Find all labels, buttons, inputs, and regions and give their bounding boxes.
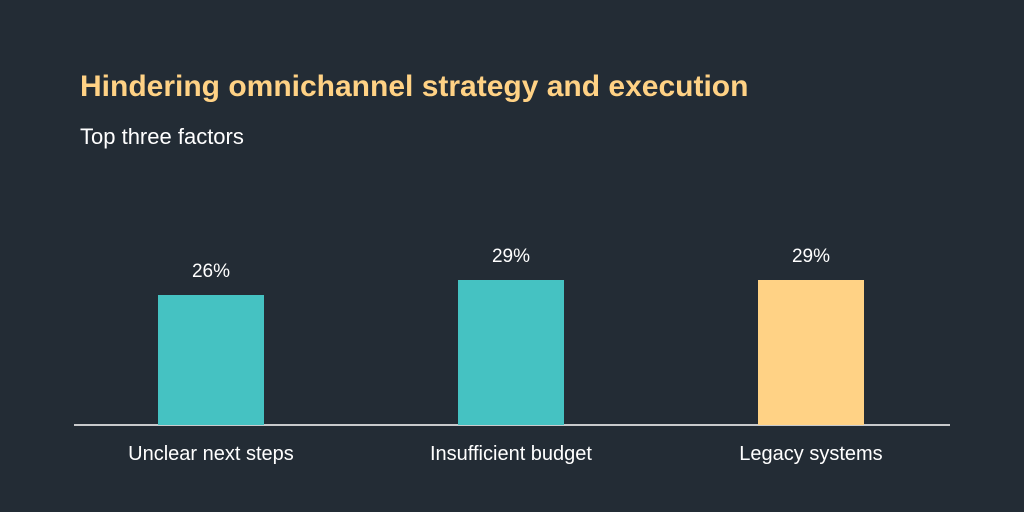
chart-title: Hindering omnichannel strategy and execu… xyxy=(80,70,749,103)
category-label-1: Insufficient budget xyxy=(430,443,592,465)
value-label-1: 29% xyxy=(492,246,530,267)
category-label-0: Unclear next steps xyxy=(128,443,294,465)
chart-subtitle: Top three factors xyxy=(80,124,244,149)
bar-2 xyxy=(758,280,864,425)
bar-1 xyxy=(458,280,564,425)
category-label-2: Legacy systems xyxy=(739,443,882,465)
bar-0 xyxy=(158,295,264,425)
value-label-2: 29% xyxy=(792,246,830,267)
value-label-0: 26% xyxy=(192,261,230,282)
